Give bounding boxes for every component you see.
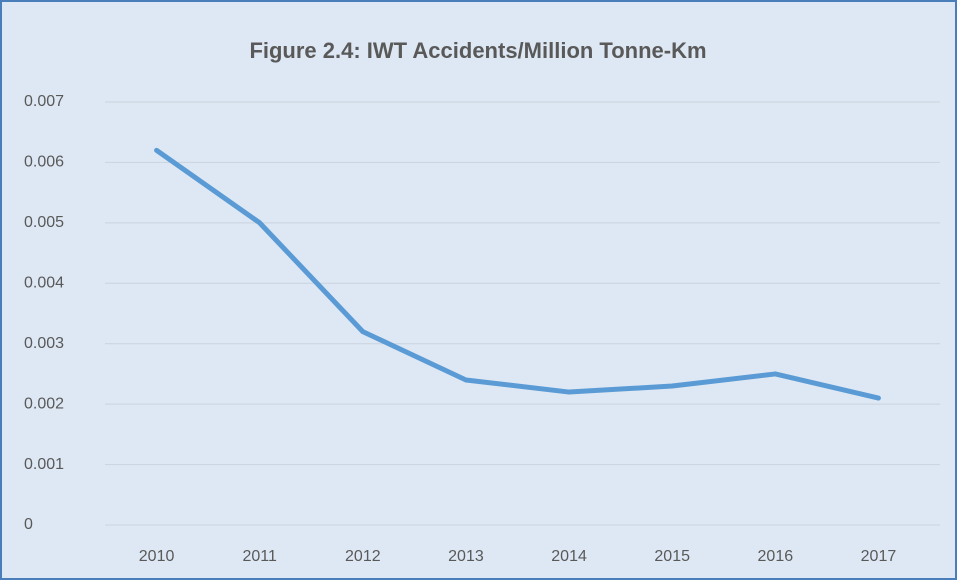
y-tick-label: 0.004 bbox=[24, 275, 64, 292]
y-tick-label: 0 bbox=[24, 516, 33, 533]
y-tick-label: 0.001 bbox=[24, 456, 64, 473]
x-tick-label: 2017 bbox=[861, 548, 897, 565]
x-tick-label: 2015 bbox=[654, 548, 690, 565]
x-tick-label: 2011 bbox=[242, 548, 277, 565]
x-tick-label: 2016 bbox=[758, 548, 794, 565]
x-tick-label: 2014 bbox=[551, 548, 587, 565]
y-tick-label: 0.002 bbox=[24, 395, 64, 412]
x-tick-label: 2013 bbox=[448, 548, 484, 565]
x-tick-label: 2010 bbox=[139, 548, 175, 565]
y-tick-label: 0.003 bbox=[24, 335, 64, 352]
data-line bbox=[154, 147, 881, 401]
chart-title: Figure 2.4: IWT Accidents/Million Tonne-… bbox=[249, 38, 706, 63]
y-tick-label: 0.007 bbox=[24, 93, 64, 110]
x-tick-label: 2012 bbox=[345, 548, 381, 565]
y-tick-label: 0.005 bbox=[24, 214, 64, 231]
y-tick-label: 0.006 bbox=[24, 154, 64, 171]
